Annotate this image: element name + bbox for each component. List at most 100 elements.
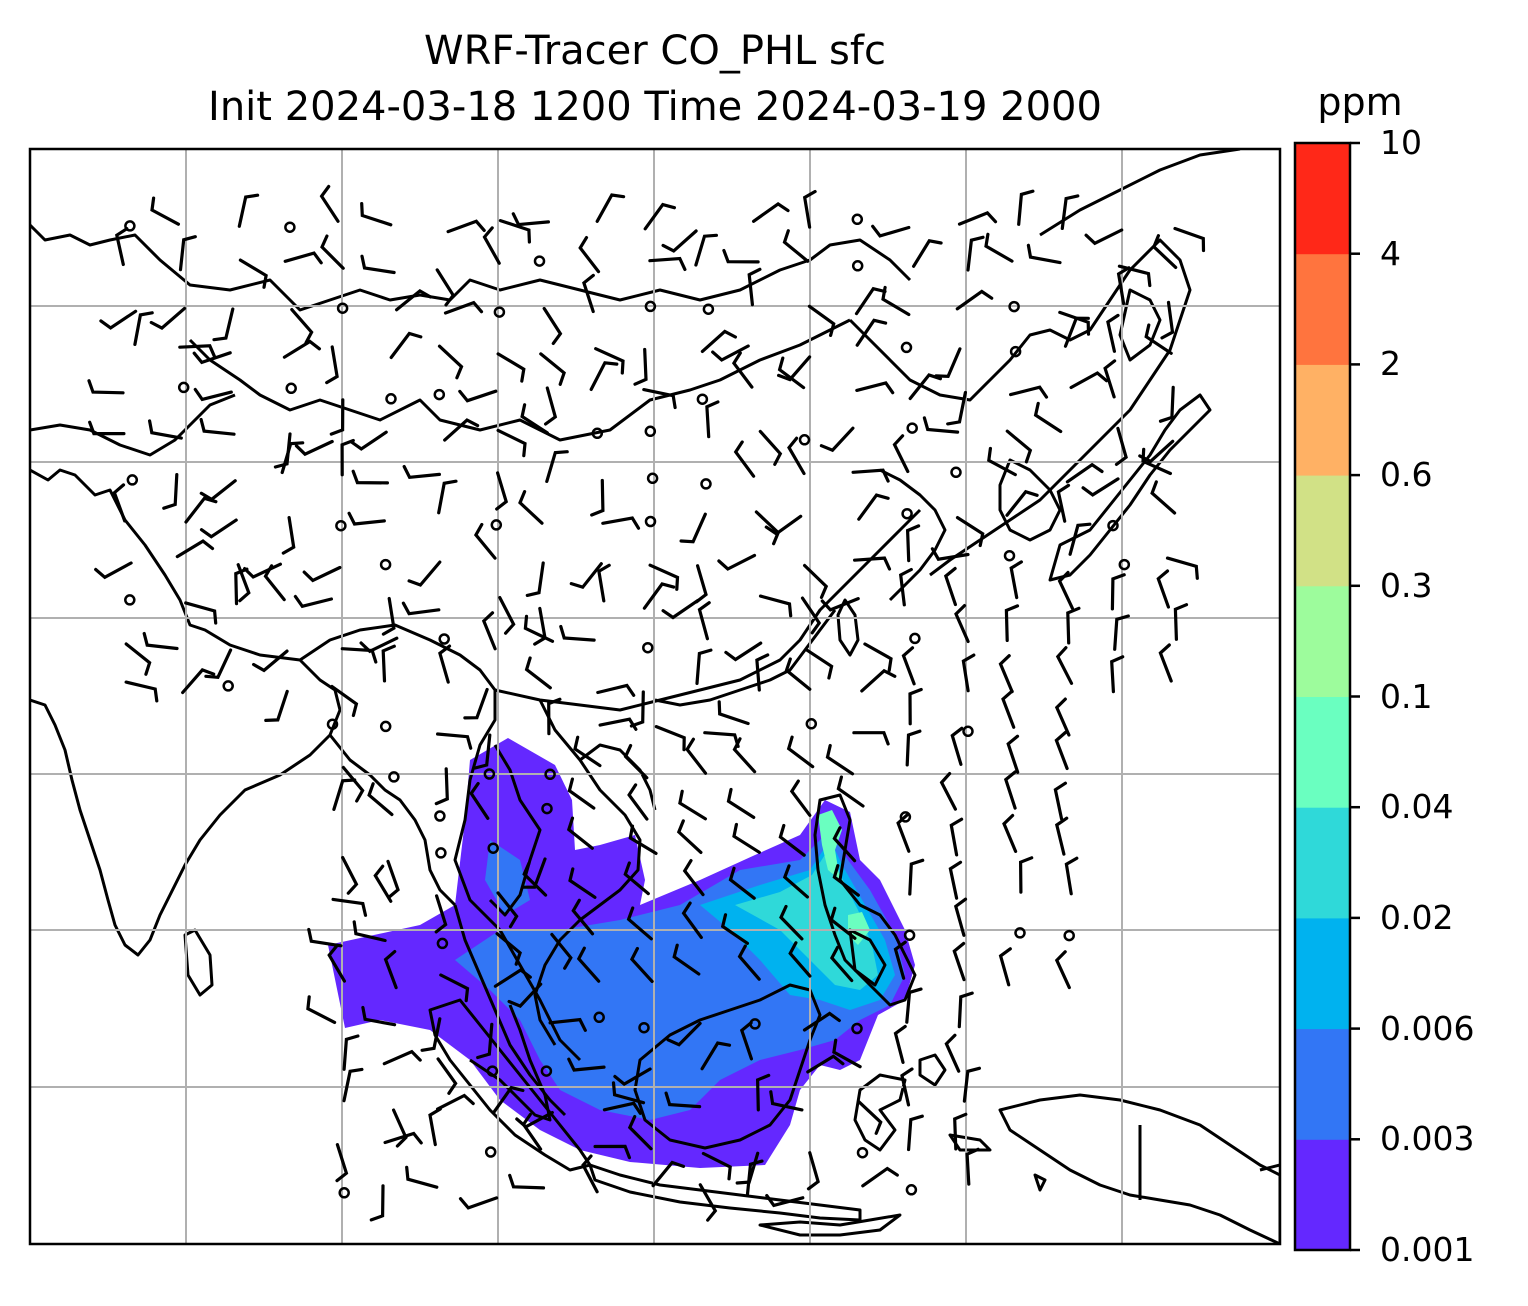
wind-barb [789, 779, 812, 817]
wind-barb-calm [124, 594, 136, 606]
wind-barb-calm [856, 1146, 869, 1159]
wind-barb [1158, 385, 1175, 423]
colorbar-segment [1295, 1139, 1350, 1251]
wind-barb [672, 943, 701, 976]
wind-barb [765, 1194, 805, 1208]
wind-barb-calm [483, 768, 496, 780]
wind-barb [192, 351, 232, 365]
wind-barb [320, 234, 345, 270]
wind-barb [769, 1090, 804, 1112]
wind-barb-calm [335, 519, 347, 532]
wind-barb-calm [805, 718, 818, 730]
wind-barb [806, 1151, 820, 1191]
wind-barb [290, 308, 314, 345]
wind-barb [341, 765, 365, 803]
wind-barb [341, 856, 359, 895]
wind-barb [676, 819, 703, 854]
wind-barb-calm [486, 1065, 499, 1077]
wind-barb [498, 596, 516, 635]
wind-barb [347, 511, 386, 526]
wind-barb [521, 1112, 543, 1151]
colorbar-segment [1295, 585, 1350, 697]
wind-barb [832, 864, 860, 897]
wind-barb [482, 226, 501, 265]
wind-barb-calm [646, 472, 659, 485]
wind-barb [627, 783, 649, 821]
coastlines [30, 149, 1280, 1244]
wind-barb [476, 1022, 494, 1060]
wind-barb [469, 782, 490, 820]
wind-barb [908, 687, 923, 726]
wind-barb [1160, 300, 1175, 340]
wind-barb-calm [851, 1022, 863, 1035]
wind-barb [94, 561, 133, 580]
wind-barb [943, 566, 957, 607]
wind-barb [1009, 385, 1049, 399]
wind-barb-calm [388, 771, 400, 783]
wind-barb [352, 920, 387, 943]
wind-barb [283, 251, 323, 265]
wind-barb [307, 927, 343, 948]
wind-barb [212, 307, 235, 342]
wind-barb [383, 1131, 423, 1145]
wind-barb-calm [435, 847, 447, 859]
gridlines [30, 149, 1280, 1244]
wind-barb [717, 553, 757, 571]
wind-barb [99, 309, 138, 330]
wind-barb-calm [124, 220, 136, 232]
wind-barb [758, 594, 793, 618]
wind-barb [332, 778, 357, 811]
wind-barb [779, 904, 804, 941]
wind-barb [984, 232, 1014, 263]
wind-barb [648, 563, 680, 591]
wind-barb [733, 440, 756, 478]
wind-barb [717, 700, 750, 726]
colorbar-segment [1295, 696, 1350, 808]
wind-barb [934, 347, 962, 379]
wind-barb [648, 256, 687, 271]
wind-barb [998, 947, 1012, 987]
wind-barb [578, 236, 601, 274]
wind-barb-calm [591, 427, 604, 440]
wind-barb [857, 1100, 883, 1135]
wind-barb [1165, 556, 1199, 580]
wind-barb [1060, 194, 1080, 230]
wind-barb [777, 356, 806, 390]
wind-barb [700, 1041, 732, 1071]
wind-barb [87, 379, 125, 395]
wind-barb [664, 1091, 702, 1109]
wind-barb [458, 389, 498, 403]
wind-barb [566, 816, 594, 850]
wind-barb [1002, 813, 1018, 853]
wind-barb [629, 690, 645, 728]
wind-barb [893, 940, 907, 980]
wind-barb-calm [642, 641, 654, 654]
wind-barb [939, 772, 957, 811]
wind-barb-calm [1008, 300, 1020, 313]
wind-barb [381, 596, 396, 636]
wind-barb [458, 1196, 499, 1210]
wind-barb [952, 941, 966, 982]
wind-barb [626, 906, 653, 941]
wind-barb [544, 386, 558, 426]
wind-barb [463, 687, 489, 720]
wind-barb-calm [905, 1184, 918, 1196]
wind-barb-calm [899, 811, 912, 823]
wind-barb [589, 361, 619, 391]
wind-barb [661, 599, 700, 620]
wind-barb [401, 601, 441, 616]
wind-barb [306, 995, 337, 1024]
wind-barb [694, 233, 718, 267]
wind-barb [473, 522, 497, 560]
wind-barb [420, 1017, 442, 1052]
wind-barb [892, 434, 910, 474]
wind-barb [953, 1112, 968, 1151]
wind-barb [777, 355, 812, 382]
wind-barb [434, 767, 449, 806]
wind-barb [851, 468, 890, 483]
wind-barb [199, 417, 236, 436]
wind-barb-calm [696, 393, 709, 405]
wind-barb [802, 1011, 841, 1032]
wind-barb [820, 597, 860, 612]
wind-barb [495, 471, 509, 511]
